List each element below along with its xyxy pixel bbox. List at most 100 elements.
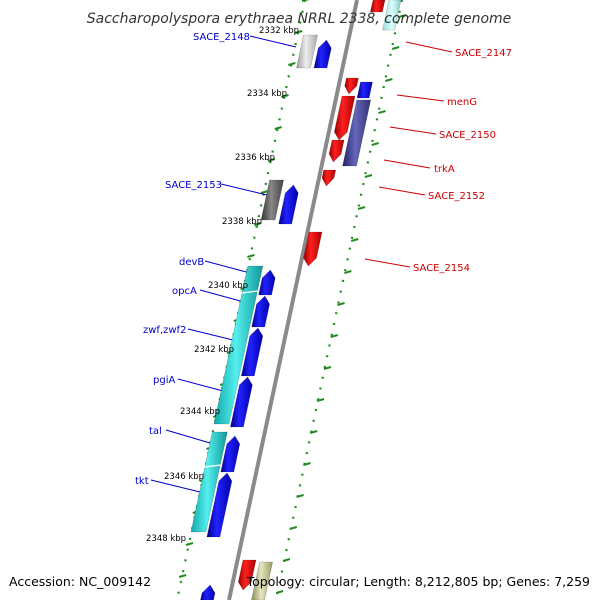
gene-downstream-blue[interactable] — [200, 584, 216, 600]
leader-line — [220, 183, 268, 196]
gene-opca[interactable] — [251, 295, 270, 328]
gene-features — [190, 0, 402, 600]
gene-meng[interactable] — [344, 77, 359, 95]
leader-line — [364, 258, 411, 268]
gene-label-sace-2154[interactable]: SACE_2154 — [413, 263, 470, 274]
minor-tick — [178, 574, 187, 578]
minor-tick — [253, 222, 262, 226]
gene-sace-2153-cds[interactable] — [260, 179, 284, 221]
minor-tick — [288, 62, 296, 66]
genome-backbone — [227, 0, 359, 600]
minor-tick — [350, 238, 359, 242]
leader-line — [165, 429, 211, 444]
kbp-tick-label: 2332 kbp — [259, 26, 299, 36]
cds-segment-divider — [204, 464, 221, 468]
topology-label: Topology: circular; Length: 8,212,805 bp… — [246, 574, 590, 589]
gene-label-meng[interactable]: menG — [447, 97, 477, 108]
gene-cluster-cds-b[interactable] — [190, 431, 228, 533]
gene-label-sace-2150[interactable]: SACE_2150 — [439, 130, 496, 141]
minor-tick — [385, 78, 393, 82]
gene-label-sace-2153[interactable]: SACE_2153 — [165, 180, 222, 191]
leader-line — [187, 328, 234, 341]
gene-label-sace-2147[interactable]: SACE_2147 — [455, 48, 512, 59]
leader-line — [396, 94, 445, 102]
minor-tick — [378, 110, 386, 114]
minor-tick — [364, 174, 373, 178]
leader-line — [150, 479, 205, 494]
gene-sace-2147[interactable] — [370, 0, 386, 13]
leader-line — [199, 289, 245, 303]
gene-label-sace-2152[interactable]: SACE_2152 — [428, 191, 485, 202]
gene-pgia[interactable] — [230, 376, 253, 428]
gene-label-zwf-zwf2[interactable]: zwf,zwf2 — [143, 325, 186, 336]
gene-sace-2148[interactable] — [313, 39, 332, 69]
gene-sace-2147-cds[interactable] — [382, 0, 402, 31]
cds-segment-divider — [241, 290, 258, 294]
minor-tick — [301, 0, 310, 2]
minor-tick — [296, 494, 304, 498]
minor-tick — [282, 558, 291, 562]
gene-devb[interactable] — [258, 269, 276, 296]
minor-tick — [357, 206, 366, 210]
gene-zwf[interactable] — [240, 327, 264, 377]
gene-label-trka[interactable]: trkA — [434, 164, 455, 175]
gene-downstream-red[interactable] — [237, 559, 257, 591]
minor-tick — [323, 366, 332, 370]
leader-line — [383, 159, 431, 169]
leader-line — [378, 186, 426, 196]
kbp-tick-label: 2348 kbp — [146, 534, 186, 544]
gene-label-opca[interactable]: opcA — [172, 286, 197, 297]
minor-tick — [267, 158, 276, 162]
gene-downstream-khaki[interactable] — [251, 561, 273, 600]
gene-sace-2152[interactable] — [321, 169, 337, 187]
minor-tick — [309, 430, 318, 434]
minor-tick — [185, 542, 194, 546]
minor-tick — [294, 30, 303, 34]
minor-tick — [281, 94, 289, 98]
kbp-tick-label: 2336 kbp — [235, 153, 275, 163]
leader-line — [177, 378, 224, 392]
gene-sace-2153[interactable] — [278, 184, 299, 225]
minor-tick — [247, 254, 255, 258]
gene-tkt[interactable] — [206, 472, 233, 538]
gene-sace-2154[interactable] — [303, 231, 323, 267]
minor-tick — [391, 46, 400, 50]
kbp-tick-label: 2338 kbp — [222, 217, 262, 227]
minor-tick — [330, 334, 339, 338]
minor-tick — [274, 126, 282, 130]
minor-tick — [337, 302, 345, 306]
kbp-tick-label: 2346 kbp — [164, 472, 204, 482]
kbp-tick-label: 2342 kbp — [194, 345, 234, 355]
minor-tick — [398, 14, 407, 18]
gene-label-devb[interactable]: devB — [179, 257, 204, 268]
minor-tick — [303, 462, 311, 466]
minor-tick — [260, 190, 269, 194]
gene-trka[interactable] — [328, 139, 345, 163]
gene-meng-cds[interactable] — [356, 81, 373, 99]
label-leader-lines — [150, 35, 453, 494]
minor-tick — [316, 398, 325, 402]
gene-tal[interactable] — [220, 435, 241, 473]
minor-tick — [275, 590, 284, 594]
leader-line — [389, 126, 437, 135]
gene-sace-2150-cds[interactable] — [342, 99, 372, 167]
leader-line — [204, 260, 251, 274]
minor-tick — [289, 526, 298, 530]
accession-label: Accession: NC_009142 — [9, 574, 151, 589]
gene-sace-2150[interactable] — [333, 95, 356, 141]
gene-sace-2148-cds[interactable] — [296, 34, 318, 69]
gene-label-sace-2148[interactable]: SACE_2148 — [193, 32, 250, 43]
gene-cluster-cds-a[interactable] — [213, 265, 264, 425]
leader-line — [249, 35, 297, 48]
leader-line — [405, 41, 453, 53]
minor-tick — [371, 142, 379, 146]
kbp-tick-label: 2344 kbp — [180, 407, 220, 417]
minor-tick — [344, 270, 352, 274]
gene-label-tkt[interactable]: tkt — [135, 476, 149, 487]
kbp-tick-label: 2340 kbp — [208, 281, 248, 291]
gene-label-pgia[interactable]: pgiA — [153, 375, 175, 386]
gene-label-tal[interactable]: tal — [149, 426, 162, 437]
kbp-tick-label: 2334 kbp — [247, 89, 287, 99]
